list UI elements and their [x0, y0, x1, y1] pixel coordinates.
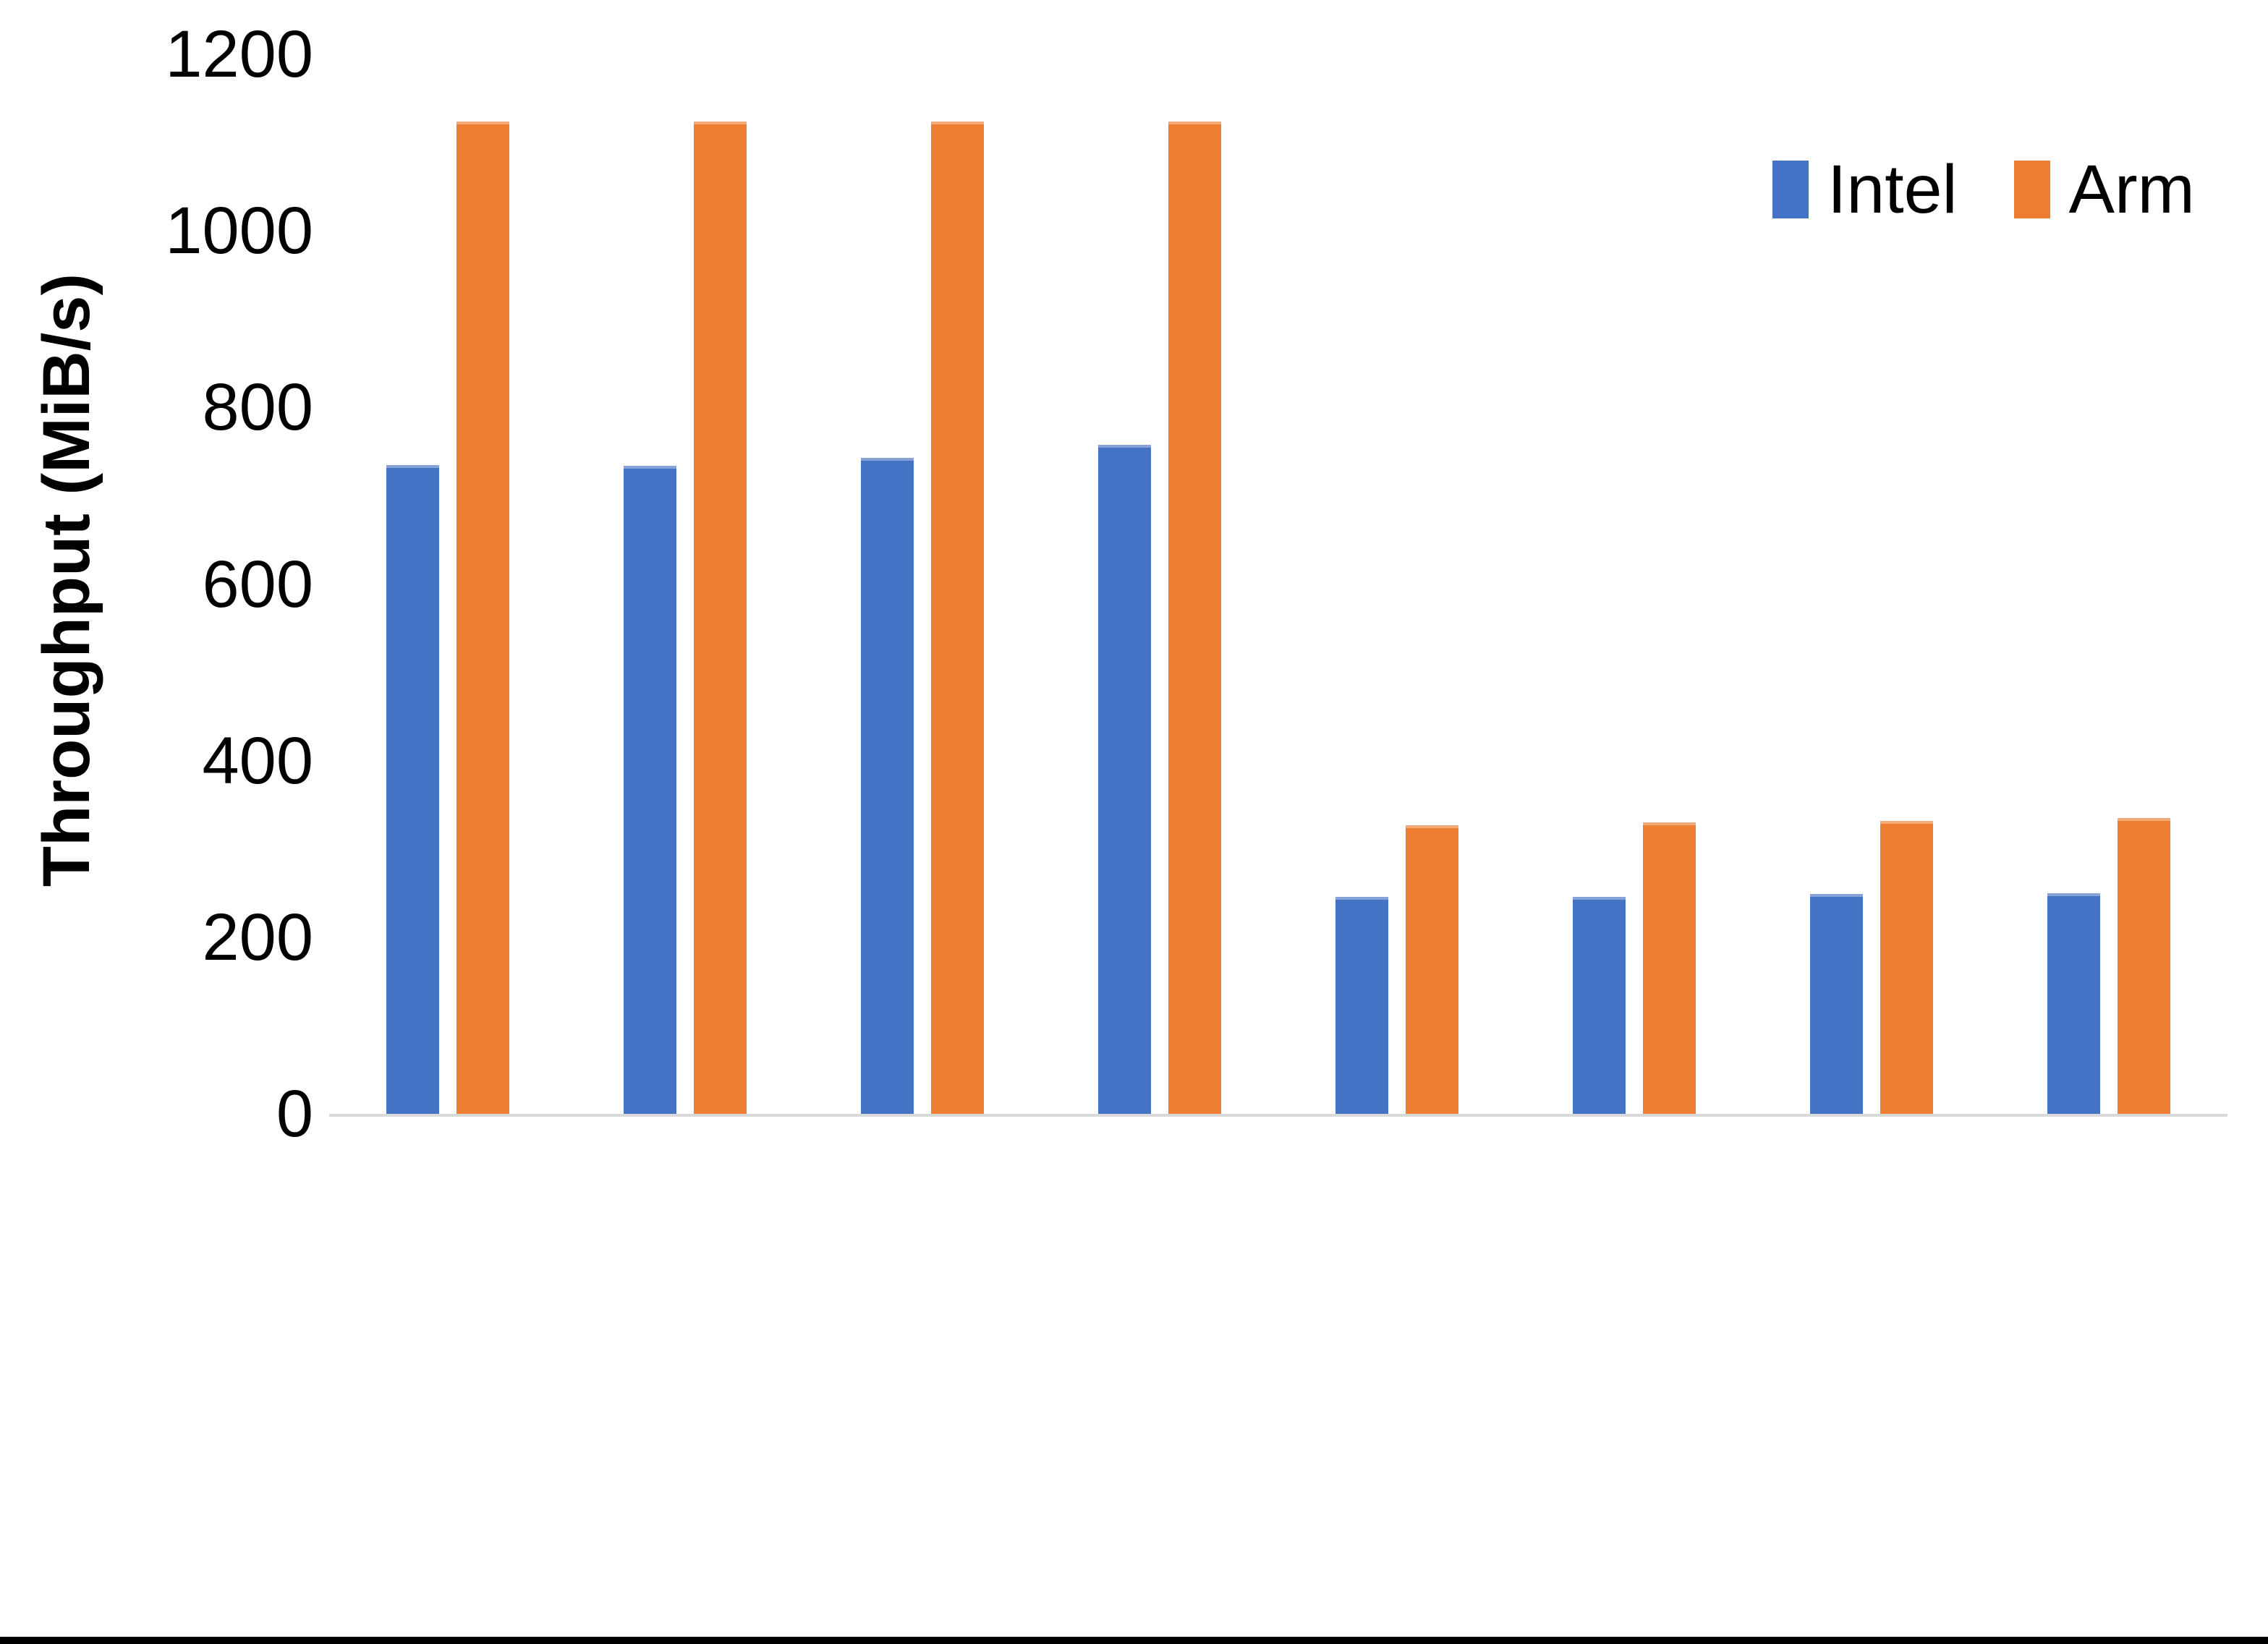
- y-tick-label-400: 400: [202, 723, 314, 798]
- bar-arm-2m-buzhash: [694, 122, 747, 1114]
- legend: Intel Arm: [1772, 153, 2195, 226]
- bar-intel-4m-buzhash: [861, 458, 914, 1114]
- bar-intel-4m-rabin-karp: [1810, 894, 1863, 1114]
- y-tick-label-0: 0: [276, 1077, 313, 1151]
- bar-intel-2m-rabin-karp: [1573, 897, 1626, 1114]
- legend-label-intel: Intel: [1827, 151, 1958, 228]
- bar-arm-8m-buzhash: [1168, 122, 1221, 1114]
- legend-label-arm: Arm: [2068, 151, 2195, 228]
- bottom-border: [0, 1637, 2268, 1644]
- y-tick-label-800: 800: [202, 370, 314, 445]
- bar-intel-8m-buzhash: [1098, 445, 1151, 1114]
- bar-intel-8m-rabin-karp: [2047, 893, 2100, 1114]
- y-tick-label-1000: 1000: [165, 194, 313, 268]
- y-tick-label-1200: 1200: [165, 17, 313, 91]
- bar-arm-4m-rabin-karp: [1880, 821, 1933, 1114]
- x-axis-line: [329, 1114, 2227, 1117]
- y-tick-label-600: 600: [202, 547, 314, 621]
- bar-arm-1m-rabin-karp: [1406, 825, 1458, 1114]
- y-tick-label-200: 200: [202, 900, 314, 974]
- legend-swatch-arm-icon: [2013, 161, 2050, 218]
- bar-intel-1m-buzhash: [386, 465, 439, 1114]
- bar-intel-1m-rabin-karp: [1335, 897, 1388, 1114]
- bar-arm-1m-buzhash: [456, 122, 509, 1114]
- bar-arm-8m-rabin-karp: [2118, 818, 2170, 1114]
- bar-arm-4m-buzhash: [931, 122, 984, 1114]
- legend-item-intel: Intel: [1772, 153, 1958, 226]
- legend-item-arm: Arm: [2013, 151, 2195, 228]
- bar-arm-2m-rabin-karp: [1643, 822, 1696, 1114]
- legend-swatch-intel-icon: [1772, 161, 1809, 218]
- bar-intel-2m-buzhash: [624, 466, 676, 1114]
